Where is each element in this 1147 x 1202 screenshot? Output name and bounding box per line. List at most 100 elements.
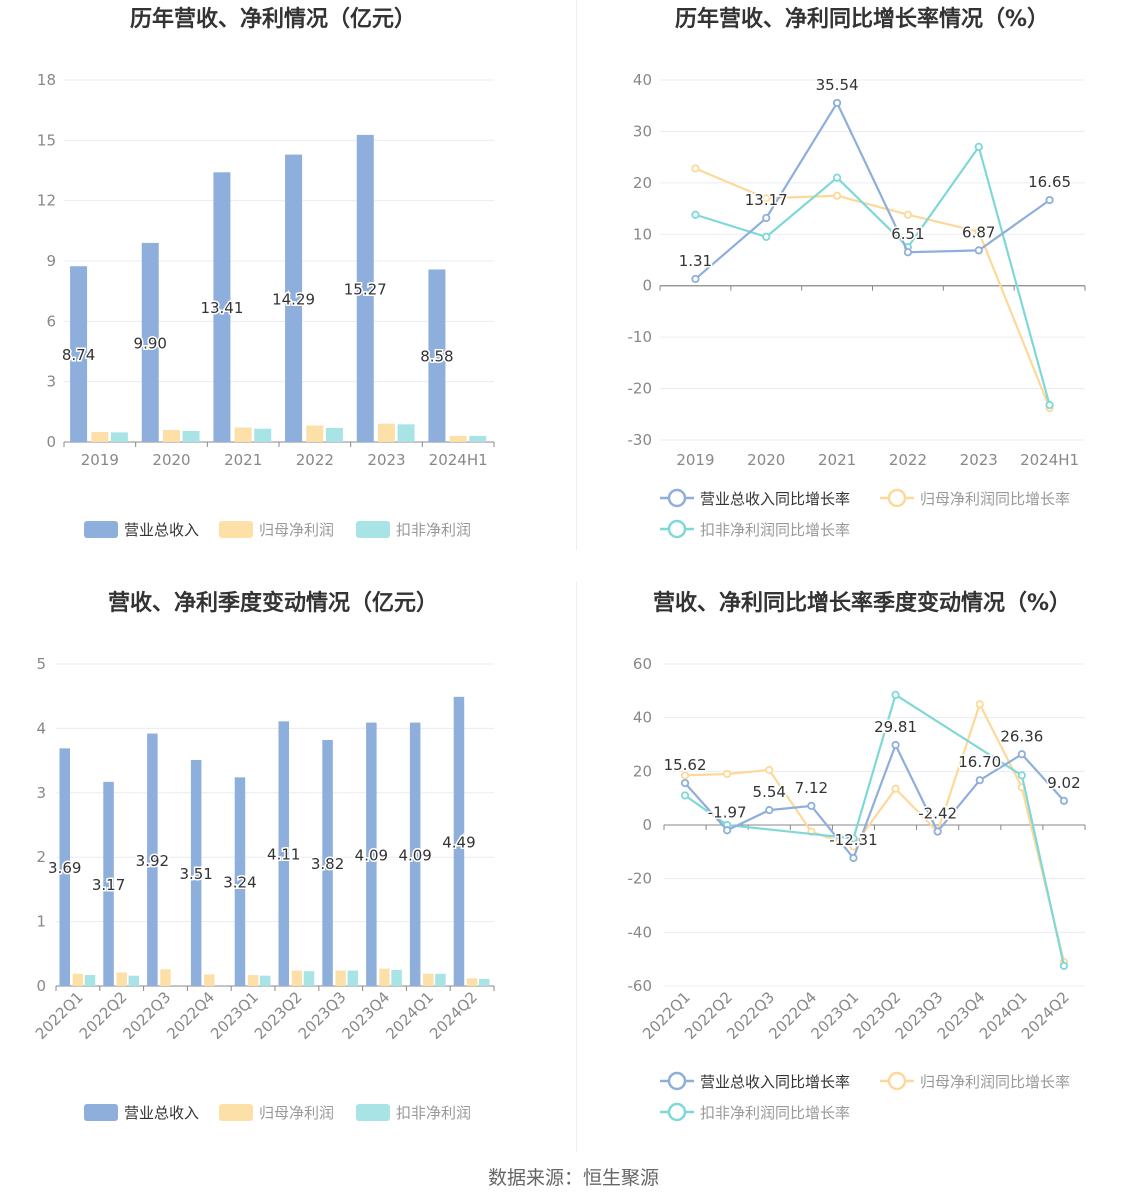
data-point-2021	[832, 98, 842, 108]
data-point-2021	[832, 173, 842, 182]
bar-data-label: 14.29	[272, 290, 315, 308]
legend-marker	[667, 1102, 687, 1122]
legend-label: 归母净利润同比增长率	[920, 1073, 1070, 1091]
bar-2024H1-归母净利润	[449, 435, 467, 442]
data-point-2023Q2	[891, 784, 900, 793]
y-tick-label: 6	[46, 312, 56, 330]
bar-data-label: 9.90	[134, 334, 167, 352]
x-tick-label: 2024Q2	[426, 988, 481, 1043]
data-point-2020	[762, 194, 771, 203]
legend-swatch	[84, 1104, 118, 1121]
data-point-2020	[762, 213, 771, 223]
bar-2023Q1-扣非净利润	[259, 975, 271, 986]
y-tick-label: 30	[633, 122, 652, 140]
series-line-归母净利润同比增长率	[685, 701, 1066, 963]
line-data-label: 16.65	[1028, 173, 1071, 191]
bar-2023Q4-扣非净利润	[391, 969, 402, 986]
bar-2023-扣非净利润	[397, 424, 415, 442]
bar-2022Q3-归母净利润	[160, 969, 171, 986]
bar-2023Q2-扣非净利润	[303, 971, 315, 986]
y-tick-label: -30	[628, 431, 653, 449]
data-source-footer: 数据来源：恒生聚源	[487, 1167, 659, 1189]
y-tick-label: 1	[36, 913, 46, 931]
legend-label: 归母净利润	[259, 1104, 334, 1122]
y-tick-label: 12	[37, 192, 56, 210]
bar-2023Q4-归母净利润	[379, 968, 390, 986]
bar-2024Q1-归母净利润	[423, 973, 434, 986]
bar-2022Q2-营业总收入	[103, 781, 114, 986]
bar-2022Q2-归母净利润	[116, 972, 127, 986]
y-tick-label: 40	[633, 71, 652, 89]
bar-2019-营业总收入	[70, 266, 88, 442]
bar-2024Q2-营业总收入	[453, 696, 465, 986]
bar-2023Q4-营业总收入	[366, 722, 377, 986]
data-point-2022Q3	[765, 765, 774, 775]
bar-2023-归母净利润	[378, 423, 395, 442]
bar-data-label: 3.69	[48, 859, 81, 877]
bar-data-label: 3.24	[223, 874, 256, 892]
line-data-label: -1.97	[708, 803, 747, 821]
y-tick-label: 0	[642, 816, 652, 834]
bar-data-label: 4.09	[398, 846, 431, 864]
legend-swatch	[356, 1104, 390, 1121]
legend-label: 营业总收入同比增长率	[700, 1073, 850, 1091]
series-line-归母净利润同比增长率	[694, 167, 1051, 409]
line-data-label: 29.81	[874, 718, 917, 736]
y-tick-label: -60	[628, 977, 653, 995]
line-data-label: 26.36	[1000, 727, 1043, 745]
data-point-2022Q2	[723, 769, 732, 779]
x-tick-label: 2020	[747, 451, 785, 469]
bar-2024H1-扣非净利润	[469, 435, 487, 442]
line-data-label: 16.70	[958, 753, 1001, 771]
bar-data-label: 3.92	[136, 852, 169, 870]
bar-2023Q2-营业总收入	[278, 721, 290, 986]
data-point-2022Q1	[680, 791, 690, 800]
legend-label: 归母净利润	[259, 521, 334, 539]
y-tick-label: -20	[628, 870, 653, 888]
data-point-2022Q1	[680, 778, 690, 788]
y-tick-label: 20	[633, 174, 652, 192]
bar-2020-扣非净利润	[182, 430, 200, 442]
bar-2024Q2-归母净利润	[466, 978, 478, 986]
data-point-2022Q2	[723, 826, 732, 835]
x-tick-label: 2020	[152, 451, 190, 469]
line-data-label: 6.87	[962, 223, 995, 241]
legend-label: 扣非净利润	[396, 1104, 471, 1122]
x-tick-label: 2019	[81, 451, 119, 469]
bar-2023Q3-营业总收入	[322, 739, 333, 986]
y-tick-label: 40	[633, 709, 652, 727]
data-point-2023Q4	[975, 700, 984, 709]
y-tick-label: 18	[37, 71, 56, 89]
chart-1: 历年营收、净利情况（亿元） 0 3 6 9 12 15 18 2019 2020 2021 2022 2…	[37, 6, 495, 539]
line-data-label: -12.31	[829, 831, 877, 849]
chart-title: 历年营收、净利情况（亿元）	[130, 6, 416, 32]
y-tick-label: 10	[633, 225, 652, 243]
legend-marker	[667, 488, 687, 508]
bar-2023Q1-归母净利润	[247, 975, 259, 986]
bar-data-label: 8.74	[62, 346, 95, 364]
data-point-2023Q3	[933, 827, 942, 836]
line-data-label: 13.17	[745, 191, 788, 209]
x-tick-label: 2023Q1	[207, 988, 262, 1043]
x-tick-label: 2023	[960, 451, 998, 469]
data-point-2024H1	[1045, 195, 1054, 205]
y-tick-label: 0	[46, 433, 56, 451]
data-point-2023	[974, 142, 983, 151]
data-point-2019	[691, 274, 700, 284]
y-tick-label: 0	[642, 277, 652, 295]
bar-2022Q1-归母净利润	[72, 973, 84, 986]
y-tick-label: 0	[36, 977, 46, 995]
bar-data-label: 4.09	[355, 846, 388, 864]
line-data-label: 15.62	[664, 756, 707, 774]
x-tick-label: 2023	[367, 451, 405, 469]
bar-2022Q3-营业总收入	[147, 733, 158, 986]
bar-2021-营业总收入	[213, 172, 231, 442]
x-tick-label: 2022Q3	[120, 988, 175, 1043]
bar-2024Q1-营业总收入	[409, 722, 421, 986]
data-point-2023	[974, 246, 983, 255]
bar-data-label: 3.17	[92, 876, 125, 894]
y-tick-label: 9	[46, 252, 56, 270]
bar-data-label: 3.82	[311, 855, 344, 873]
chart-2: 历年营收、净利同比增长率情况（%） -30 -20 -10 0 10 20 30 40 2019 2…	[628, 6, 1086, 539]
legend-label: 扣非净利润	[396, 521, 471, 539]
